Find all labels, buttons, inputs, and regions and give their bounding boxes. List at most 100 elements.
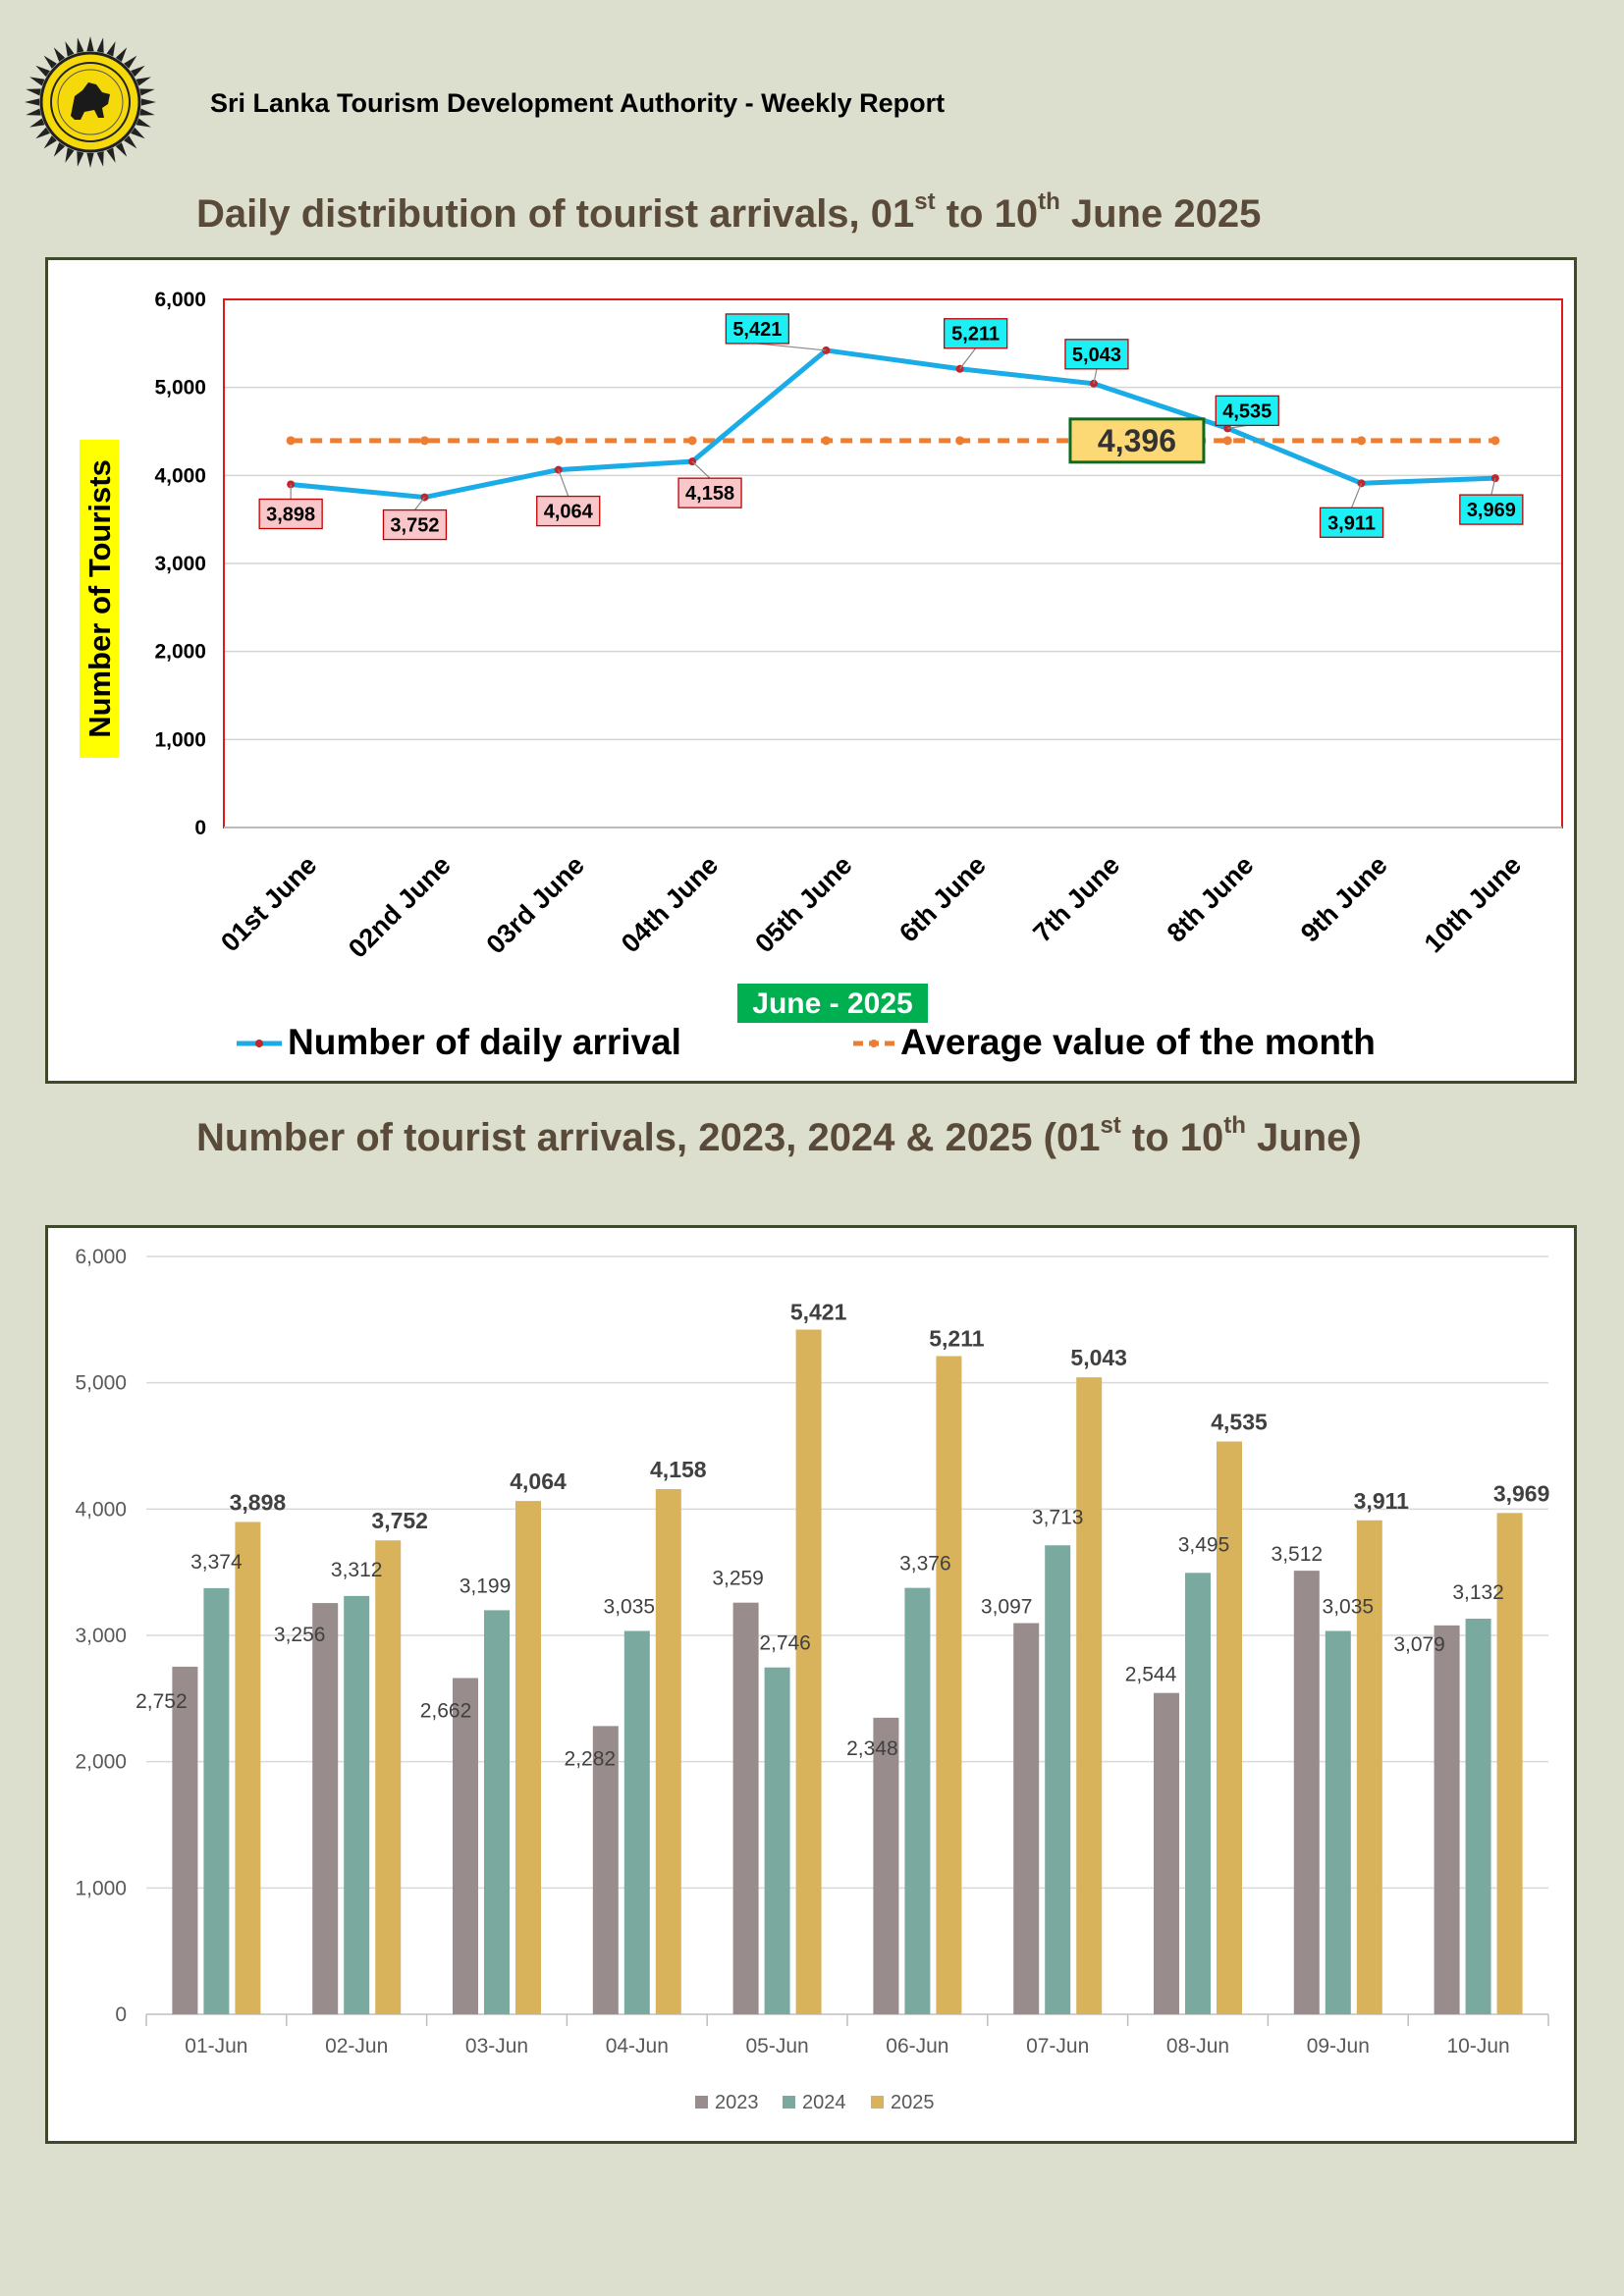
x-tick-label: 10th June <box>1419 850 1527 958</box>
data-label: 3,752 <box>390 515 439 537</box>
data-label: 3,969 <box>1467 500 1516 521</box>
data-label-leader <box>1093 368 1098 384</box>
bar-2025 <box>1217 1441 1242 2014</box>
bar-2024 <box>1465 1619 1491 2014</box>
y-tick-label: 2,000 <box>75 1751 127 1774</box>
bar-2025 <box>375 1540 402 2014</box>
x-tick-label: 02-Jun <box>325 2035 388 2057</box>
data-label-box <box>725 313 789 345</box>
x-axis-title-bg <box>737 984 928 1023</box>
x-tick-label: 7th June <box>1027 850 1125 948</box>
data-label-2025: 4,535 <box>1211 1409 1268 1434</box>
bar-2023 <box>172 1666 198 2014</box>
data-label-box <box>258 498 323 530</box>
bar-2024 <box>203 1587 230 2014</box>
data-label-2025: 3,752 <box>371 1508 428 1533</box>
chart2-title: Number of tourist arrivals, 2023, 2024 &… <box>196 1112 1362 1159</box>
bar-2024 <box>1185 1573 1211 2014</box>
data-label-2023: 3,259 <box>712 1568 764 1590</box>
legend-daily-marker <box>255 1040 263 1047</box>
data-label-box <box>944 318 1008 349</box>
bar-2025 <box>1076 1377 1103 2014</box>
bar-2025 <box>655 1489 681 2014</box>
data-label-2024: 3,035 <box>604 1595 656 1618</box>
bar-2023 <box>1434 1625 1460 2014</box>
x-tick-label: 10-Jun <box>1446 2035 1509 2057</box>
y-axis-label-group: Number of Tourists <box>80 440 119 758</box>
bar-2023 <box>592 1726 619 2014</box>
x-axis-title: June - 2025 <box>752 988 912 1020</box>
data-label-2023: 3,512 <box>1272 1543 1324 1566</box>
daily-arrival-point <box>1089 379 1098 388</box>
bar-2023 <box>1013 1623 1040 2014</box>
data-label-leader <box>413 497 425 510</box>
data-label-2025: 3,969 <box>1493 1480 1550 1506</box>
average-point <box>554 436 564 446</box>
bar-2023 <box>873 1717 899 2014</box>
bar-2025 <box>1496 1513 1523 2014</box>
legend-label-2025: 2025 <box>891 2092 935 2113</box>
average-value-label: 4,396 <box>1098 423 1176 458</box>
data-label-2025: 3,898 <box>230 1489 287 1515</box>
data-label-leader <box>959 347 977 370</box>
data-label-2023: 2,544 <box>1125 1664 1177 1686</box>
data-label-2024: 3,312 <box>331 1559 383 1581</box>
y-tick-label: 3,000 <box>75 1625 127 1647</box>
legend-label-2023: 2023 <box>715 2092 759 2113</box>
data-label-2024: 3,199 <box>460 1575 512 1597</box>
x-tick-label: 04-Jun <box>606 2035 669 2057</box>
data-label-2024: 3,713 <box>1032 1506 1084 1528</box>
data-label-2025: 5,043 <box>1070 1345 1127 1370</box>
data-label-leader <box>558 469 569 497</box>
data-label-leader <box>757 343 827 351</box>
x-tick-label: 04th June <box>616 850 724 958</box>
data-label-box <box>382 508 448 541</box>
data-label: 5,421 <box>732 319 782 341</box>
x-tick-label: 01st June <box>215 850 322 957</box>
x-tick-label: 05th June <box>749 850 857 958</box>
data-label-box <box>536 495 601 527</box>
average-point <box>1222 436 1232 446</box>
bar-2025 <box>515 1501 541 2014</box>
x-tick-label: 6th June <box>893 850 992 948</box>
data-label-leader <box>1350 483 1363 508</box>
y-tick-label: 6,000 <box>75 1246 127 1268</box>
data-label-2023: 2,752 <box>135 1690 188 1713</box>
y-tick-label: 2,000 <box>154 641 206 664</box>
data-label-2023: 2,282 <box>565 1747 617 1770</box>
y-tick-label: 0 <box>115 2003 127 2026</box>
y-tick-label: 4,000 <box>154 464 206 487</box>
x-tick-label: 08-Jun <box>1166 2035 1229 2057</box>
bar-2023 <box>732 1602 759 2014</box>
data-label: 3,898 <box>266 504 315 525</box>
daily-arrivals-chart-panel: 0 1,000 2,000 3,000 4,000 5,000 6,000 Number of… <box>45 257 1577 1084</box>
y-axis-label-bg <box>80 440 119 758</box>
x-tick-label: 09-Jun <box>1307 2035 1370 2057</box>
data-label-2025: 4,064 <box>510 1468 567 1494</box>
data-label-2023: 2,348 <box>846 1737 898 1760</box>
data-label-2023: 3,079 <box>1393 1633 1445 1656</box>
bar-2024 <box>344 1595 370 2014</box>
bar-2024 <box>904 1587 931 2014</box>
x-tick-label: 01-Jun <box>185 2035 247 2057</box>
data-label: 3,911 <box>1327 512 1376 534</box>
x-tick-label: 06-Jun <box>886 2035 948 2057</box>
data-label-2024: 3,035 <box>1323 1595 1375 1618</box>
data-label: 4,535 <box>1222 400 1272 422</box>
bar-2023 <box>1154 1692 1179 2014</box>
x-tick-label: 07-Jun <box>1026 2035 1089 2057</box>
data-label-leader <box>691 460 711 479</box>
daily-arrival-line <box>290 347 1495 501</box>
x-tick-label: 8th June <box>1162 850 1260 948</box>
sltda-logo <box>25 36 156 168</box>
y-tick-label: 5,000 <box>154 377 206 400</box>
bar-2025 <box>235 1522 261 2014</box>
bar-2023 <box>453 1678 478 2014</box>
y-tick-label: 1,000 <box>75 1877 127 1899</box>
x-tick-label: 02nd June <box>343 850 457 964</box>
average-point <box>821 436 831 446</box>
data-label-2024: 3,132 <box>1452 1581 1504 1604</box>
y-tick-label: 4,000 <box>75 1498 127 1521</box>
bar-2023 <box>1293 1571 1320 2014</box>
bar-2025 <box>1356 1520 1382 2014</box>
